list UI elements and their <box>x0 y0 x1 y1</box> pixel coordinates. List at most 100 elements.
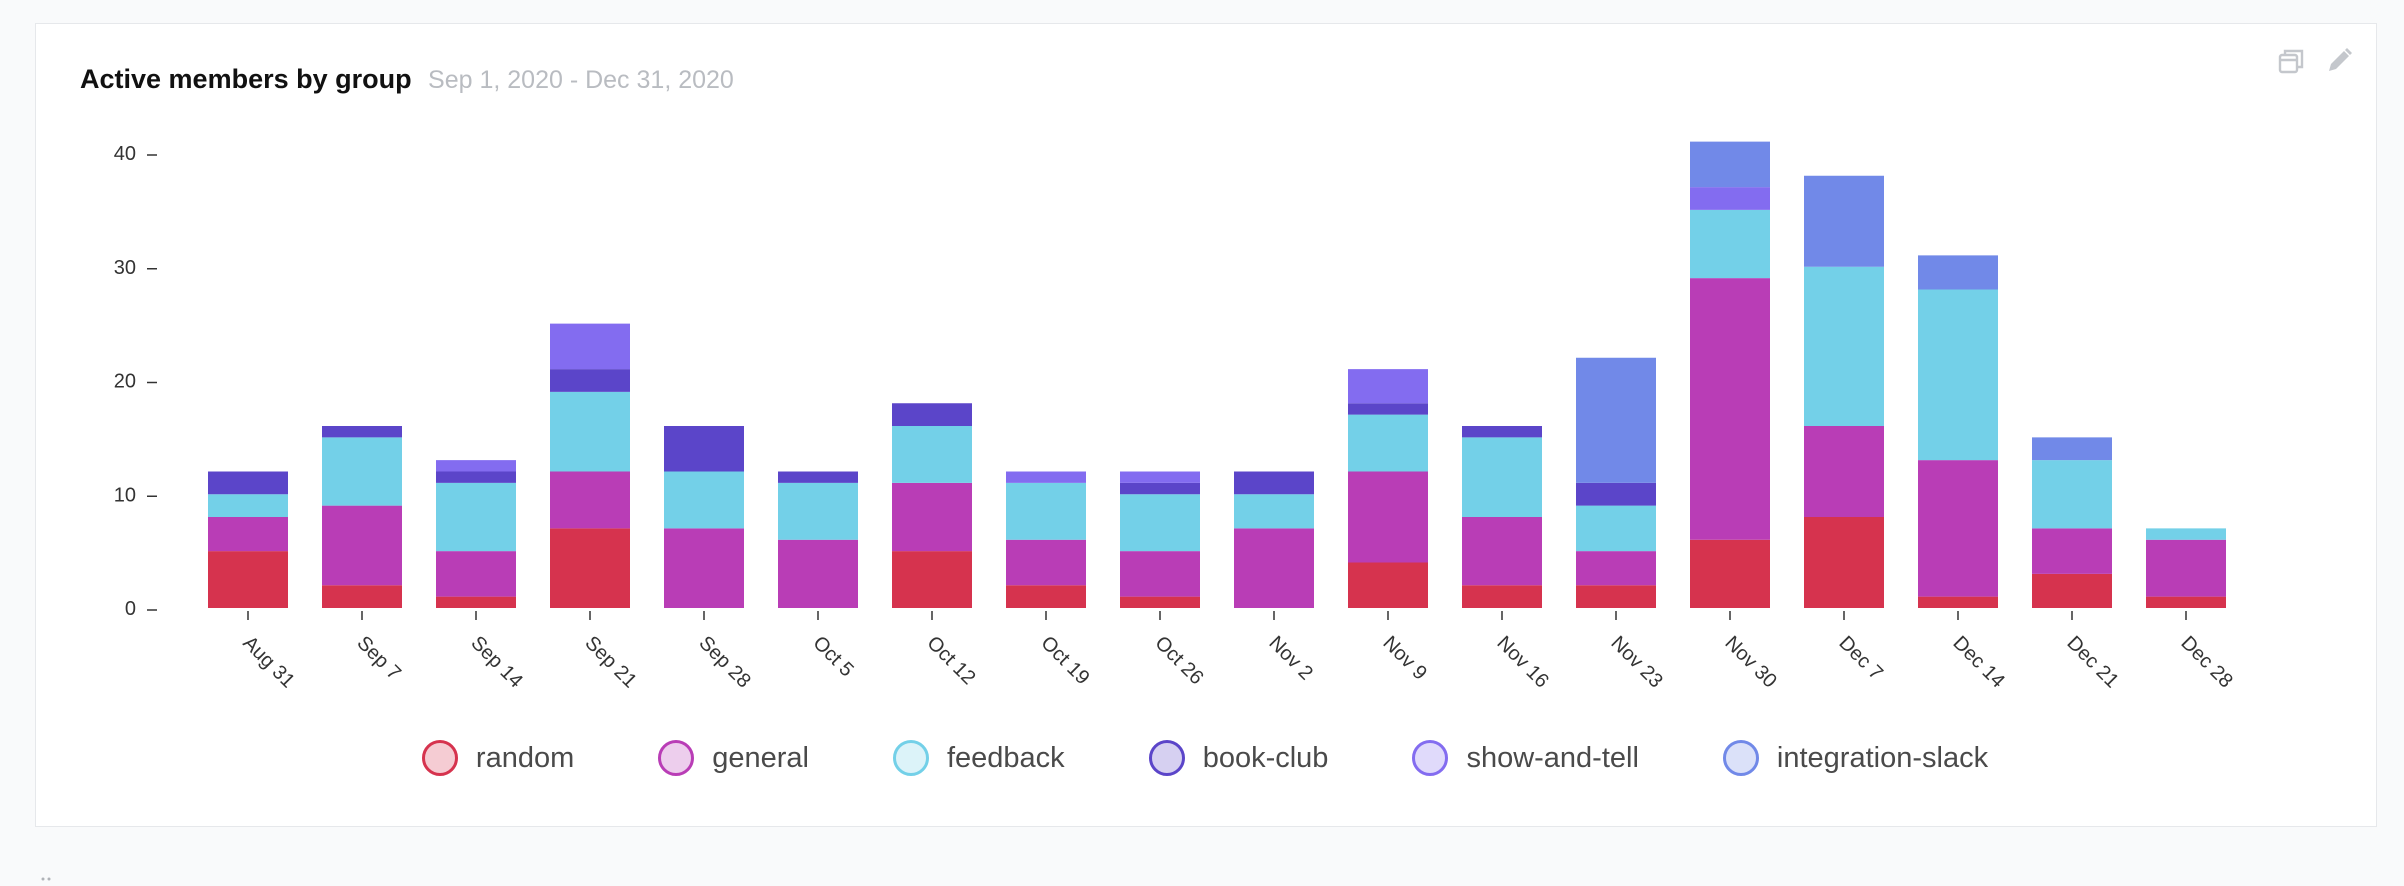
bar-segment-show-and-tell[interactable] <box>1348 369 1428 404</box>
y-tick-label: 40 <box>114 143 136 165</box>
x-tick-label: Aug 31 <box>238 632 298 692</box>
bar-segment-general[interactable] <box>892 482 972 552</box>
bar-segment-random[interactable] <box>892 551 972 608</box>
bar-segment-book-club[interactable] <box>1348 403 1428 415</box>
bar-segment-random[interactable] <box>1576 585 1656 608</box>
bar-segment-general[interactable] <box>664 528 744 608</box>
bar-segment-integration-slack[interactable] <box>1690 141 1770 188</box>
bar-segment-random[interactable] <box>1918 596 1998 608</box>
bar-segment-random[interactable] <box>1690 539 1770 608</box>
stacked-bar-chart: 0 10 20 30 40 Aug 31 Sep 7 Sep 14 Sep 21 Sep 28 O… <box>114 141 2237 692</box>
bar-segment-random[interactable] <box>1006 585 1086 608</box>
bar-segment-general[interactable] <box>208 517 288 552</box>
x-tick-label: Oct 19 <box>1036 632 1093 689</box>
pencil-icon[interactable] <box>2322 44 2356 78</box>
bar-segment-book-club[interactable] <box>664 426 744 472</box>
bar-segment-feedback[interactable] <box>1348 414 1428 472</box>
bar-segment-random[interactable] <box>322 585 402 608</box>
bar-segment-general[interactable] <box>550 471 630 529</box>
bar-segment-feedback[interactable] <box>1234 494 1314 529</box>
bar-segment-random[interactable] <box>208 551 288 608</box>
legend-item-show-and-tell[interactable]: show-and-tell <box>1412 740 1639 776</box>
bar-segment-feedback[interactable] <box>1462 437 1542 517</box>
bar-segment-random[interactable] <box>1804 517 1884 608</box>
bar-segment-random[interactable] <box>2032 573 2112 608</box>
bar-segment-general[interactable] <box>1918 460 1998 597</box>
bar-segment-feedback[interactable] <box>1120 494 1200 552</box>
bar-segment-general[interactable] <box>1120 551 1200 597</box>
bar-segment-integration-slack[interactable] <box>1918 255 1998 290</box>
legend-item-general[interactable]: general <box>658 740 809 776</box>
bar-segment-random[interactable] <box>1348 562 1428 609</box>
bar-segment-general[interactable] <box>1690 278 1770 540</box>
bar-segment-book-club[interactable] <box>1462 426 1542 438</box>
bar-segment-feedback[interactable] <box>322 437 402 506</box>
bar-segment-book-club[interactable] <box>550 369 630 392</box>
bar-segment-feedback[interactable] <box>550 391 630 472</box>
bar-segment-book-club[interactable] <box>1120 482 1200 495</box>
x-tick-label: Dec 7 <box>1834 632 1887 685</box>
card-toolbar <box>2274 44 2356 78</box>
bar-segment-general[interactable] <box>2032 528 2112 574</box>
x-tick-label: Nov 16 <box>1492 632 1552 692</box>
bar-segment-book-club[interactable] <box>208 471 288 495</box>
bar-segment-random[interactable] <box>1120 596 1200 608</box>
x-tick-label: Nov 30 <box>1720 632 1780 692</box>
x-tick-label: Sep 14 <box>466 632 526 692</box>
bar-segment-integration-slack[interactable] <box>2032 437 2112 461</box>
y-tick-label: 10 <box>114 484 136 506</box>
bar-segment-general[interactable] <box>778 539 858 608</box>
bar-segment-feedback[interactable] <box>1690 209 1770 279</box>
legend-label: feedback <box>946 741 1065 774</box>
bar-segment-show-and-tell[interactable] <box>1120 471 1200 483</box>
x-tick-label: Dec 14 <box>1948 632 2008 692</box>
date-range: Sep 1, 2020 - Dec 31, 2020 <box>428 66 734 94</box>
bar-segment-book-club[interactable] <box>1576 482 1656 506</box>
bar-segment-feedback[interactable] <box>892 426 972 483</box>
bar-segment-show-and-tell[interactable] <box>436 460 516 472</box>
bar-segment-feedback[interactable] <box>2146 528 2226 540</box>
y-axis: 0 10 20 30 40 <box>114 143 157 620</box>
bar-segment-general[interactable] <box>1348 471 1428 563</box>
bar-segment-feedback[interactable] <box>1804 266 1884 426</box>
legend-item-random[interactable]: random <box>421 740 574 776</box>
bar-segment-show-and-tell[interactable] <box>1006 471 1086 483</box>
x-axis: Aug 31 Sep 7 Sep 14 Sep 21 Sep 28 Oct 5 Oct 12… <box>238 611 2237 692</box>
bar-segment-feedback[interactable] <box>1918 289 1998 461</box>
bar-segment-feedback[interactable] <box>664 471 744 529</box>
bar-segment-random[interactable] <box>1462 585 1542 608</box>
bar-segment-feedback[interactable] <box>208 494 288 517</box>
bar-segment-book-club[interactable] <box>322 426 402 438</box>
legend-item-integration-slack[interactable]: integration-slack <box>1722 740 1988 776</box>
bar-segment-general[interactable] <box>436 551 516 597</box>
bar-segment-general[interactable] <box>1006 539 1086 586</box>
bar-segment-feedback[interactable] <box>1006 482 1086 540</box>
bar-segment-book-club[interactable] <box>1234 471 1314 495</box>
bar-segment-book-club[interactable] <box>436 471 516 483</box>
bar-segment-feedback[interactable] <box>2032 460 2112 529</box>
bar-segment-general[interactable] <box>1804 426 1884 517</box>
bar-segment-integration-slack[interactable] <box>1576 357 1656 483</box>
bar-segment-feedback[interactable] <box>778 482 858 540</box>
bar-segment-feedback[interactable] <box>1576 505 1656 552</box>
bar-segment-random[interactable] <box>436 596 516 608</box>
x-tick-label: Oct 26 <box>1150 632 1207 689</box>
bar-segment-integration-slack[interactable] <box>1804 175 1884 267</box>
bar-segment-show-and-tell[interactable] <box>1690 187 1770 210</box>
bar-segment-random[interactable] <box>2146 596 2226 608</box>
legend-item-feedback[interactable]: feedback <box>892 740 1065 776</box>
duplicate-icon[interactable] <box>2274 44 2308 78</box>
bar-segment-general[interactable] <box>1462 517 1542 586</box>
bar-segment-show-and-tell[interactable] <box>550 323 630 370</box>
bar-segment-general[interactable] <box>2146 539 2226 597</box>
bar-segment-book-club[interactable] <box>778 471 858 483</box>
bar-segment-feedback[interactable] <box>436 482 516 552</box>
bars <box>208 141 2226 609</box>
x-tick-label: Nov 9 <box>1378 632 1431 685</box>
bar-segment-book-club[interactable] <box>892 403 972 426</box>
legend-item-book-club[interactable]: book-club <box>1148 740 1328 776</box>
bar-segment-general[interactable] <box>322 505 402 586</box>
bar-segment-general[interactable] <box>1576 551 1656 586</box>
bar-segment-general[interactable] <box>1234 528 1314 608</box>
bar-segment-random[interactable] <box>550 528 630 608</box>
